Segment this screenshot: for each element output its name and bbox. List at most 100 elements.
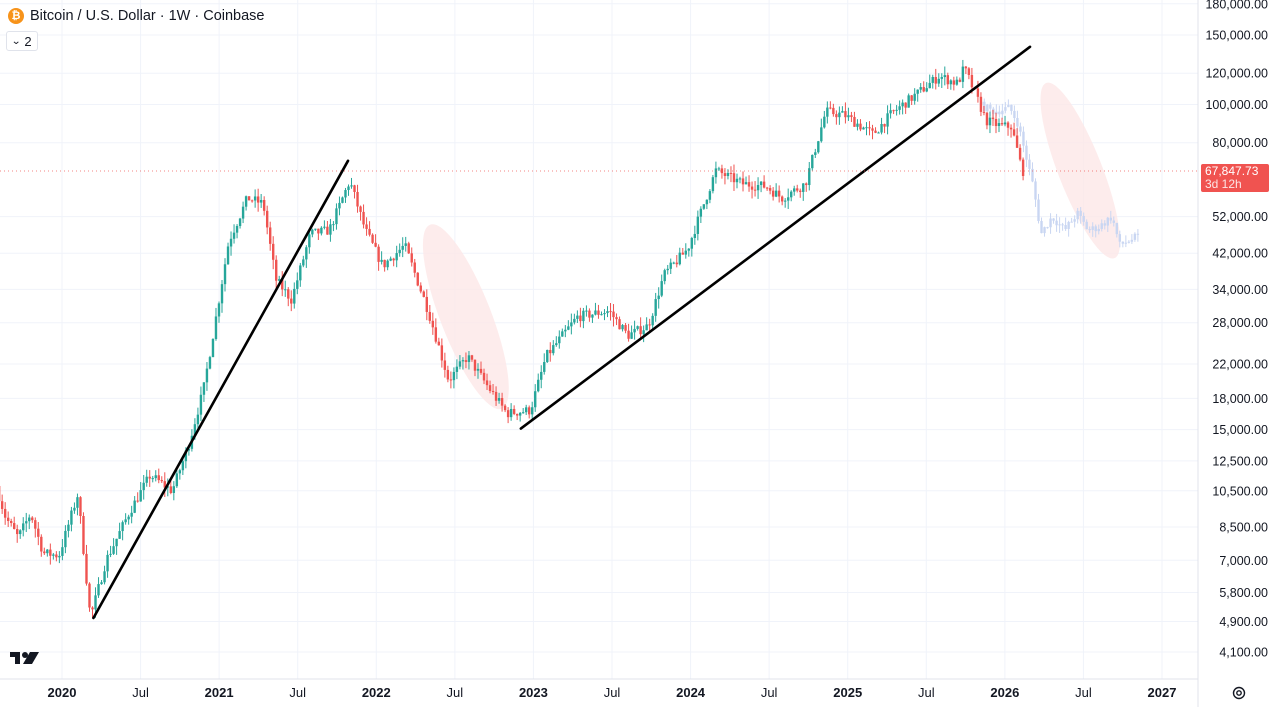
candle [958,77,962,83]
candle-body [320,227,323,234]
candle [946,72,950,89]
candle [106,550,109,578]
chart-title[interactable]: Bitcoin / U.S. Dollar · 1W · Coinbase [30,8,265,24]
time-tick-label: 2026 [990,685,1019,700]
candle [284,280,287,297]
projection-candle-body [1100,223,1103,229]
candle-body [901,102,904,107]
price-tick-label: 52,000.00 [1212,210,1268,224]
candle [443,352,447,378]
candle-body [720,168,724,174]
candle [931,74,934,89]
candle-body [663,270,666,282]
candle [142,474,145,500]
projection-candle-body [1007,104,1010,108]
candle-body [726,172,730,177]
indicators-toggle-button[interactable]: ⌄ 2 [6,31,38,51]
candle [537,373,540,393]
candle-body [250,200,254,202]
candle [895,105,898,116]
projection-candle [1046,226,1049,229]
candle [904,102,907,114]
candle-body [509,408,513,418]
projection-candle [1073,215,1076,228]
candle-body [564,329,567,332]
candle [413,258,416,278]
candle-body [485,380,489,386]
candle-body [786,197,790,201]
candle [73,502,76,514]
candle-body [428,311,432,321]
projection-candle-body [1037,199,1040,222]
settings-gear-icon[interactable] [1230,684,1248,702]
candle [738,176,742,184]
candle [982,106,986,116]
candle [437,337,441,346]
candle-body [52,554,55,556]
candle-body [401,245,404,250]
candle-body [991,117,995,119]
price-tick-label: 42,000.00 [1212,247,1268,261]
candle [482,368,486,385]
candle [654,292,657,322]
candle [768,185,772,195]
candle [395,245,398,268]
candle-body [211,338,215,358]
candle-body [323,226,326,228]
price-tick-label: 150,000.00 [1205,29,1268,43]
candle-body [961,66,965,82]
candle-body [425,296,428,312]
candle [901,99,904,115]
candle [651,313,654,330]
tradingview-logo-icon[interactable] [10,650,40,666]
price-tick-label: 8,500.00 [1219,521,1268,535]
candle [687,248,691,257]
candle-body [811,154,814,169]
candle [121,520,124,541]
candle [118,522,121,539]
candle [759,181,763,193]
candle-body [952,80,956,85]
candle-body [976,88,980,97]
projection-candle-body [1055,220,1058,226]
candle [148,470,151,487]
candle-body [37,528,40,537]
candle [735,173,739,189]
candle-body [386,260,389,268]
candle-body [820,127,823,142]
candle-body [579,315,582,322]
candle [386,259,389,271]
price-tick-label: 80,000.00 [1212,136,1268,150]
candle [410,247,413,267]
candle [61,538,64,561]
candle [979,92,983,117]
price-tick-label: 22,000.00 [1212,358,1268,372]
candle-body [723,173,727,177]
candle [657,287,660,309]
candle [627,323,630,342]
candle-body [136,500,139,502]
candle [747,175,751,192]
candle-body [534,391,537,408]
candle-body [193,424,197,436]
candle-body [904,102,907,108]
projection-candle [1094,224,1097,238]
projection-candle [1037,193,1040,224]
candle [380,251,383,265]
candle-body [1006,122,1010,128]
candle-body [892,110,895,112]
candle [991,109,995,126]
candle [178,468,182,480]
candle-body [476,368,480,371]
candle [278,275,281,282]
candle [567,320,570,331]
candle-body [383,259,386,268]
projection-candle [1127,240,1131,244]
candle-body [241,206,245,219]
candle [576,310,579,323]
projection-candle-body [1103,223,1106,226]
projection-candle [1031,162,1034,183]
candle-body [437,341,441,346]
candle [552,340,555,356]
